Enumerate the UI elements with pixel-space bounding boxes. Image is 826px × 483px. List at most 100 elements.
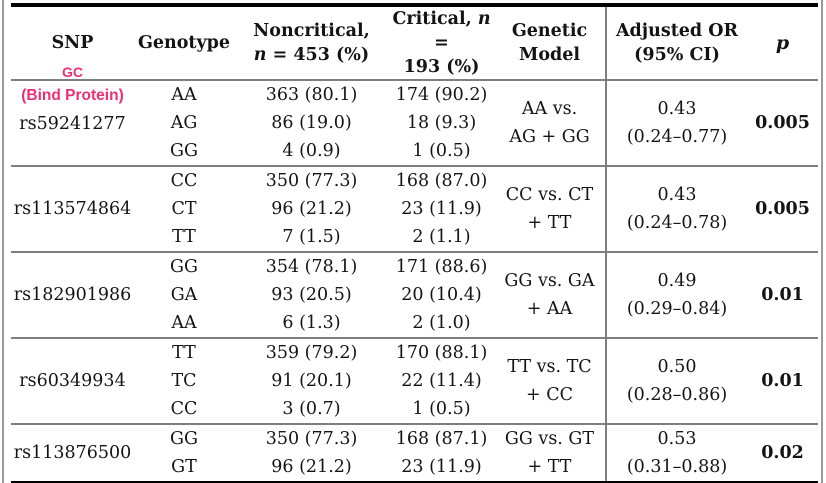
genotype-value: AA — [171, 85, 197, 105]
gene-symbol-label: GC — [62, 64, 83, 80]
count-value: 7 (1.5) — [282, 227, 341, 247]
genotype-value: GG — [170, 429, 198, 449]
header-adjusted-or: Adjusted OR (95% CI) — [605, 5, 747, 81]
critical-cell: 168 (87.1) 23 (11.9) — [389, 424, 494, 483]
model-line: GG vs. GA — [504, 271, 595, 291]
or-cell: 0.43 (0.24–0.77) — [605, 80, 747, 166]
or-cell: 0.49 (0.29–0.84) — [605, 252, 747, 338]
or-value: 0.50 — [657, 357, 697, 377]
model-line: + TT — [527, 213, 572, 233]
header-genetic-model: Genetic Model — [494, 5, 606, 81]
header-noncritical: Noncritical, n = 453 (%) — [234, 5, 389, 81]
header-genotype-label: Genotype — [137, 33, 231, 53]
snp-id: rs59241277 — [19, 114, 126, 134]
critical-cell: 170 (88.1) 22 (11.4) 1 (0.5) — [389, 338, 494, 424]
italic-n: n — [477, 9, 491, 29]
p-cell: 0.005 — [747, 166, 818, 252]
genotype-cell: GG GT — [134, 424, 234, 483]
count-value: 96 (21.2) — [271, 199, 352, 219]
genotype-value: CC — [170, 171, 198, 191]
count-value: 1 (0.5) — [412, 399, 471, 419]
model-cell: AA vs. AG + GG — [494, 80, 606, 166]
genotype-value: GA — [170, 285, 198, 305]
count-value: 3 (0.7) — [282, 399, 341, 419]
p-value: 0.005 — [755, 199, 810, 219]
count-value: 350 (77.3) — [265, 171, 358, 191]
header-model-line2: Model — [518, 45, 581, 65]
genotype-value: CC — [170, 399, 198, 419]
noncritical-cell: 363 (80.1) 86 (19.0) 4 (0.9) — [234, 80, 389, 166]
model-cell: CC vs. CT + TT — [494, 166, 606, 252]
count-value: 354 (78.1) — [265, 257, 358, 277]
count-value: 20 (10.4) — [401, 285, 482, 305]
model-line: + TT — [527, 457, 572, 477]
or-ci: (0.24–0.77) — [626, 127, 728, 147]
snp-row-rs182901986: rs182901986 GG GA AA 354 (78.1) 93 (20.5… — [11, 252, 818, 338]
header-model-line1: Genetic — [511, 21, 588, 41]
or-ci: (0.28–0.86) — [626, 385, 728, 405]
snp-cell: rs60349934 — [11, 338, 134, 424]
header-critical-line1: Critical, n = — [389, 7, 494, 55]
critical-cell: 171 (88.6) 20 (10.4) 2 (1.0) — [389, 252, 494, 338]
model-line: + AA — [526, 299, 573, 319]
or-value: 0.53 — [657, 429, 697, 449]
count-value: 1 (0.5) — [412, 141, 471, 161]
header-genotype: Genotype — [134, 5, 234, 81]
genotype-cell: GG GA AA — [134, 252, 234, 338]
header-p: p — [747, 5, 818, 81]
count-value: 23 (11.9) — [401, 457, 482, 477]
model-line: CC vs. CT — [505, 185, 594, 205]
header-noncritical-line2: n = 453 (%) — [234, 43, 389, 67]
genotype-cell: CC CT TT — [134, 166, 234, 252]
or-value: 0.43 — [657, 185, 697, 205]
snp-cell: (Bind Protein) rs59241277 — [11, 80, 134, 166]
or-ci: (0.29–0.84) — [626, 299, 728, 319]
snp-row-rs60349934: rs60349934 TT TC CC 359 (79.2) 91 (20.1)… — [11, 338, 818, 424]
header-critical-line2: 193 (%) — [403, 57, 480, 77]
p-value: 0.01 — [761, 371, 804, 391]
snp-id: rs113574864 — [13, 199, 132, 219]
count-value: 168 (87.1) — [395, 429, 488, 449]
model-line: GG vs. GT — [504, 429, 595, 449]
snp-row-rs113574864: rs113574864 CC CT TT 350 (77.3) 96 (21.2… — [11, 166, 818, 252]
count-value: 86 (19.0) — [271, 113, 352, 133]
noncritical-cell: 350 (77.3) 96 (21.2) — [234, 424, 389, 483]
noncritical-cell: 359 (79.2) 91 (20.1) 3 (0.7) — [234, 338, 389, 424]
count-value: 2 (1.0) — [412, 313, 471, 333]
model-line: + CC — [525, 385, 573, 405]
count-value: 174 (90.2) — [395, 85, 488, 105]
model-line: AG + GG — [509, 127, 590, 147]
count-value: 171 (88.6) — [395, 257, 488, 277]
count-value: 18 (9.3) — [406, 113, 477, 133]
genotype-value: AA — [171, 313, 197, 333]
or-ci: (0.24–0.78) — [626, 213, 728, 233]
italic-n: n — [253, 45, 267, 65]
snp-cell: rs182901986 — [11, 252, 134, 338]
snp-association-table: SNP GC Genotype Noncritical, n = 453 (%)… — [11, 3, 818, 483]
genotype-value: GT — [171, 457, 197, 477]
genotype-value: AG — [170, 113, 198, 133]
snp-row-rs113876500: rs113876500 GG GT 350 (77.3) 96 (21.2) 1… — [11, 424, 818, 483]
or-ci: (0.31–0.88) — [626, 457, 728, 477]
count-value: 93 (20.5) — [271, 285, 352, 305]
gene-protein-label: (Bind Protein) — [21, 87, 124, 104]
model-cell: GG vs. GT + TT — [494, 424, 606, 483]
critical-pre: Critical, — [392, 9, 478, 29]
header-snp-label: SNP — [51, 33, 94, 53]
count-value: 23 (11.9) — [401, 199, 482, 219]
genotype-value: GG — [170, 257, 198, 277]
count-value: 168 (87.0) — [395, 171, 488, 191]
p-value: 0.01 — [761, 285, 804, 305]
p-value: 0.005 — [755, 113, 810, 133]
genotype-value: GG — [170, 141, 198, 161]
header-critical: Critical, n = 193 (%) — [389, 5, 494, 81]
count-value: 96 (21.2) — [271, 457, 352, 477]
genotype-value: TT — [172, 227, 196, 247]
snp-row-rs59241277: (Bind Protein) rs59241277 AA AG GG 363 (… — [11, 80, 818, 166]
p-cell: 0.01 — [747, 338, 818, 424]
count-value: 350 (77.3) — [265, 429, 358, 449]
count-value: 22 (11.4) — [401, 371, 482, 391]
or-cell: 0.53 (0.31–0.88) — [605, 424, 747, 483]
or-value: 0.49 — [657, 271, 697, 291]
